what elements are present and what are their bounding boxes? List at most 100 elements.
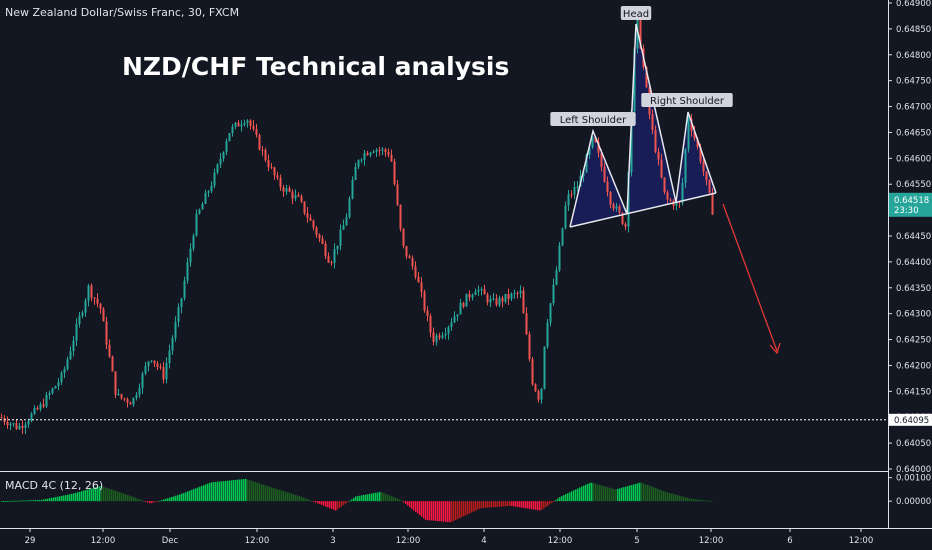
macd-bar <box>631 484 633 502</box>
macd-bar <box>355 496 357 502</box>
macd-bar <box>25 500 27 502</box>
macd-bar <box>613 488 615 502</box>
candle-body <box>294 195 297 199</box>
time-tick-label: Dec <box>162 536 179 546</box>
macd-bar <box>481 501 483 509</box>
candle-body <box>324 243 327 257</box>
candle-body <box>123 398 126 400</box>
macd-bar <box>243 479 245 502</box>
candle-body <box>339 229 342 246</box>
macd-bar <box>145 501 147 502</box>
macd-bar <box>397 498 399 502</box>
candle-body <box>396 184 399 205</box>
macd-bar <box>465 501 467 516</box>
candle-body <box>393 161 396 185</box>
price-tick-label: 0.64300 <box>896 310 931 320</box>
macd-bar <box>245 478 247 502</box>
countdown-label: 23:30 <box>894 206 919 216</box>
macd-bar <box>569 492 571 502</box>
last-price-label: 0.64518 <box>894 196 929 206</box>
macd-bar <box>57 496 59 502</box>
left-shoulder-label-text: Left Shoulder <box>560 115 627 126</box>
macd-bar <box>395 497 397 502</box>
macd-bar <box>233 480 235 502</box>
candle-body <box>591 136 594 148</box>
macd-bar <box>209 482 211 502</box>
macd-bar <box>111 489 113 502</box>
candle-body <box>342 225 345 230</box>
candle-body <box>183 280 186 299</box>
candle-body <box>426 310 429 316</box>
candle-body <box>162 367 165 380</box>
time-tick-label: 12:00 <box>91 536 116 546</box>
candle-body <box>240 124 243 127</box>
macd-bar <box>407 501 409 506</box>
macd-bar <box>373 493 375 502</box>
macd-bar <box>593 483 595 502</box>
head-label-bg <box>620 6 652 20</box>
candle-body <box>474 291 477 295</box>
macd-bar <box>573 490 575 502</box>
candle-body <box>96 298 99 304</box>
macd-bar <box>229 480 231 502</box>
head-label: Head <box>620 6 652 20</box>
candle-body <box>567 194 570 206</box>
candle-body <box>519 290 522 294</box>
macd-bar <box>129 495 131 502</box>
pattern-outline <box>569 23 717 228</box>
price-tick-label: 0.64900 <box>896 0 931 9</box>
macd-bar <box>667 492 669 502</box>
candle-body <box>234 122 237 127</box>
macd-bar <box>453 501 455 521</box>
candle-body <box>132 397 135 405</box>
macd-bar <box>305 498 307 502</box>
candle-body <box>348 198 351 218</box>
symbol-header[interactable]: New Zealand Dollar/Swiss Franc, 30, FXCM <box>5 6 240 19</box>
macd-bar <box>521 501 523 508</box>
macd-bar <box>389 495 391 502</box>
macd-bar <box>281 490 283 502</box>
macd-bar <box>421 501 423 517</box>
macd-bar <box>85 490 87 502</box>
candle-body <box>210 185 213 192</box>
macd-bar <box>3 501 5 502</box>
candle-body <box>507 293 510 299</box>
candle-body <box>291 191 294 199</box>
macd-bar <box>237 479 239 502</box>
left-shoulder-label-bg <box>550 112 636 126</box>
candle-body <box>12 423 15 425</box>
macd-bar <box>303 497 305 502</box>
macd-bar <box>531 501 533 510</box>
candle-body <box>597 142 600 153</box>
macd-bar <box>59 496 61 502</box>
macd-bar <box>101 486 103 502</box>
macd-bar <box>439 501 441 522</box>
macd-bar <box>503 501 505 507</box>
macd-bar <box>501 501 503 507</box>
candle-body <box>258 134 261 150</box>
macd-bar <box>447 501 449 523</box>
macd-bar <box>445 501 447 522</box>
candle-body <box>288 188 291 192</box>
candle-body <box>9 423 12 426</box>
macd-bar <box>533 501 535 510</box>
macd-indicator-label[interactable]: MACD 4C (12, 26) <box>5 479 104 492</box>
macd-bar <box>349 500 351 502</box>
candle-body <box>6 421 9 426</box>
macd-bar <box>81 491 83 502</box>
macd-bar <box>689 498 691 502</box>
macd-bar <box>123 493 125 502</box>
price-tick-label: 0.64600 <box>896 154 931 164</box>
macd-bar <box>79 491 81 502</box>
macd-bar <box>9 500 11 502</box>
macd-bar <box>345 501 347 504</box>
macd-bar <box>555 500 557 502</box>
candle-body <box>129 402 132 405</box>
candle-body <box>222 152 225 159</box>
macd-bar <box>577 488 579 502</box>
candle-body <box>357 160 360 167</box>
candle-body <box>303 201 306 214</box>
macd-bar <box>437 501 439 522</box>
macd-bar <box>361 495 363 502</box>
